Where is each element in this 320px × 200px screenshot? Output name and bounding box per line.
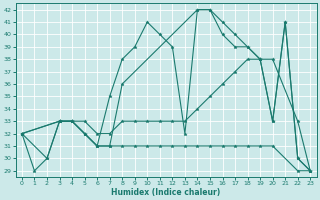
X-axis label: Humidex (Indice chaleur): Humidex (Indice chaleur): [111, 188, 221, 197]
